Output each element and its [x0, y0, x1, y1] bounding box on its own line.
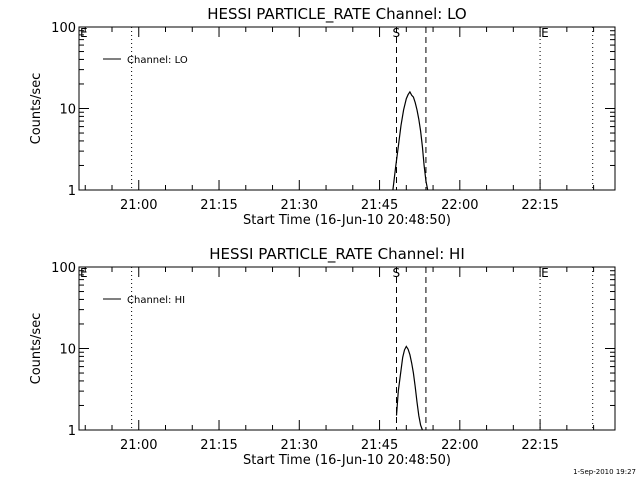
marker-flag-label: E [80, 266, 88, 280]
y-axis-label: Counts/sec [29, 73, 44, 145]
x-tick-label: 21:00 [120, 198, 157, 213]
marker-flag-label: E [80, 26, 88, 40]
series-line-0 [395, 345, 423, 431]
x-tick-label: 22:15 [521, 198, 558, 213]
x-tick-label: 21:30 [281, 198, 318, 213]
x-tick-label: 21:00 [120, 438, 157, 453]
plot-frame [78, 266, 616, 431]
timestamp: 1-Sep-2010 19:27 [573, 468, 636, 476]
x-tick-label: 22:00 [441, 438, 478, 453]
marker-flag-label: E [541, 26, 549, 40]
y-tick-label: 100 [51, 261, 76, 276]
marker-flag-label: E [541, 266, 549, 280]
x-tick-label: 21:45 [361, 438, 398, 453]
legend-label: Channel: LO [127, 55, 188, 66]
x-tick-label: 22:15 [521, 438, 558, 453]
y-tick-label: 1 [68, 184, 76, 199]
legend-label: Channel: HI [127, 295, 185, 306]
x-tick-label: 21:45 [361, 198, 398, 213]
y-axis-label: Counts/sec [29, 313, 44, 385]
x-axis-label: Start Time (16-Jun-10 20:48:50) [243, 213, 451, 228]
y-tick-label: 10 [59, 343, 76, 358]
chart-panels: HESSI PARTICLE_RATE Channel: LO 1 10 100 21:… [29, 5, 616, 468]
plot-frame [78, 26, 616, 191]
chart-title: HESSI PARTICLE_RATE Channel: LO [207, 5, 466, 24]
x-tick-label: 21:15 [200, 438, 237, 453]
chart-panel-0: HESSI PARTICLE_RATE Channel: LO 1 10 100 21:… [29, 5, 616, 228]
x-tick-label: 21:30 [281, 438, 318, 453]
series-line-0 [392, 90, 429, 191]
y-tick-label: 100 [51, 21, 76, 36]
x-tick-label: 22:00 [441, 198, 478, 213]
marker-flag-label: S [392, 266, 400, 280]
y-tick-label: 1 [68, 424, 76, 439]
chart-title: HESSI PARTICLE_RATE Channel: HI [209, 245, 465, 264]
x-axis-label: Start Time (16-Jun-10 20:48:50) [243, 453, 451, 468]
x-tick-label: 21:15 [200, 198, 237, 213]
y-tick-label: 10 [59, 103, 76, 118]
chart-panel-1: HESSI PARTICLE_RATE Channel: HI 1 10 100 21:… [29, 245, 616, 468]
marker-flag-label: S [392, 26, 400, 40]
